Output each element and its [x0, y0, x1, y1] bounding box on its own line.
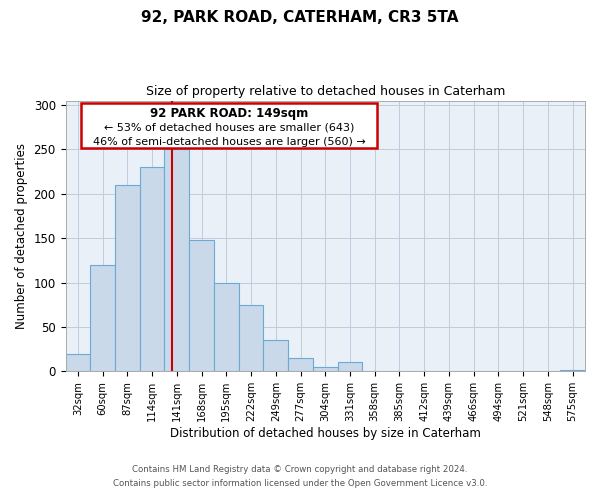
- Text: Contains HM Land Registry data © Crown copyright and database right 2024.: Contains HM Land Registry data © Crown c…: [132, 465, 468, 474]
- Bar: [90, 265, 115, 372]
- Y-axis label: Number of detached properties: Number of detached properties: [15, 143, 28, 329]
- Text: 92, PARK ROAD, CATERHAM, CR3 5TA: 92, PARK ROAD, CATERHAM, CR3 5TA: [141, 10, 459, 25]
- Bar: [164, 150, 189, 372]
- Bar: [140, 167, 164, 372]
- Bar: [189, 240, 214, 372]
- Bar: [239, 305, 263, 372]
- Text: 46% of semi-detached houses are larger (560) →: 46% of semi-detached houses are larger (…: [93, 137, 365, 147]
- Bar: [338, 362, 362, 372]
- Text: Contains public sector information licensed under the Open Government Licence v3: Contains public sector information licen…: [113, 478, 487, 488]
- Bar: [214, 282, 239, 372]
- Text: ← 53% of detached houses are smaller (643): ← 53% of detached houses are smaller (64…: [104, 123, 355, 133]
- Bar: [65, 354, 90, 372]
- FancyBboxPatch shape: [81, 104, 377, 148]
- Bar: [560, 370, 585, 372]
- Bar: [263, 340, 288, 372]
- Title: Size of property relative to detached houses in Caterham: Size of property relative to detached ho…: [146, 85, 505, 98]
- Bar: [288, 358, 313, 372]
- Bar: [115, 185, 140, 372]
- X-axis label: Distribution of detached houses by size in Caterham: Distribution of detached houses by size …: [170, 427, 481, 440]
- Bar: [313, 367, 338, 372]
- Text: 92 PARK ROAD: 149sqm: 92 PARK ROAD: 149sqm: [150, 106, 308, 120]
